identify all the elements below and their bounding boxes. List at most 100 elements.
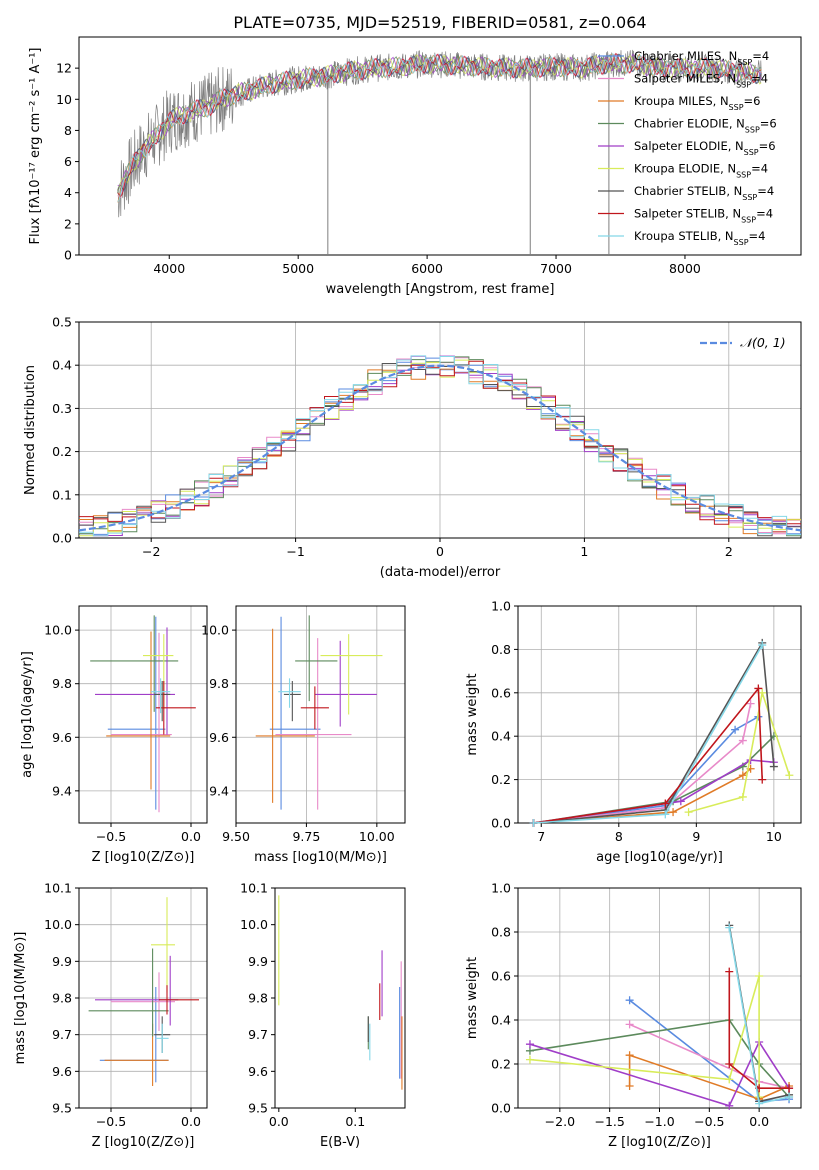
data-point-marker	[661, 810, 670, 819]
x-tick-label: −2	[142, 544, 160, 559]
data-point-marker	[529, 819, 538, 827]
plot-frame	[78, 887, 208, 1109]
y-tick-label: 0.4	[491, 1013, 511, 1028]
data-point-marker	[625, 1020, 634, 1029]
plot-frame	[517, 887, 802, 1109]
y-axis-label: Flux [fλ10⁻¹⁷ erg cm⁻² s⁻¹ A⁻¹]	[28, 48, 43, 245]
x-axis-label: (data-model)/error	[380, 565, 501, 580]
mass-vs-z-panel: −0.5 0.0 9.5 9.6 9.7 9.8 9.9 10.0 10.1 Z [log10(Z…	[13, 881, 208, 1150]
y-tick-label: 9.4	[209, 783, 229, 798]
age-vs-mass-panel: 9.50 9.75 10.00 9.4 9.6 9.8 10.0 mass [log10(M/…	[201, 605, 406, 865]
y-tick-label: 12	[56, 61, 72, 76]
x-axis-label: wavelength [Angstrom, rest frame]	[326, 282, 555, 297]
data-point-marker	[525, 1040, 534, 1049]
figure-title: PLATE=0735, MJD=52519, FIBERID=0581, z=0…	[233, 13, 646, 32]
data-point-marker	[738, 792, 747, 801]
x-axis-label: E(B-V)	[320, 1135, 360, 1150]
y-tick-label: 0.8	[491, 642, 511, 657]
x-axis-label: age [log10(age/yr)]	[596, 850, 723, 865]
plot-frame	[78, 321, 802, 539]
y-tick-label: 0.4	[52, 358, 72, 373]
y-tick-label: 0.2	[52, 444, 72, 459]
y-tick-label: 0.1	[52, 487, 72, 502]
mass-weight-line	[533, 703, 752, 824]
residual-histogram	[79, 360, 801, 533]
y-tick-label: 9.8	[209, 676, 229, 691]
mass-weight-vs-age-panel: 7 8 9 10 0.0 0.2 0.4 0.6 0.8 1.0 age [log10(age/yr…	[465, 599, 802, 865]
y-tick-label: 10	[56, 92, 72, 107]
y-tick-label: 1.0	[491, 881, 511, 896]
mass-weight-line	[533, 768, 752, 824]
data-point-marker	[758, 688, 767, 697]
x-tick-label: −0.5	[694, 1114, 724, 1129]
y-tick-label: 9.5	[248, 1101, 268, 1116]
y-tick-label: 2	[64, 216, 72, 231]
data-point-marker	[725, 1075, 734, 1084]
y-axis-label: age [log10(age/yr)]	[20, 651, 35, 778]
data-point-marker	[755, 1099, 764, 1108]
y-tick-label: 0.0	[52, 531, 72, 546]
y-tick-label: 0.2	[491, 1057, 511, 1072]
y-axis-label: mass [log10(M/M⊙)]	[13, 932, 28, 1065]
data-point-marker	[625, 996, 634, 1005]
legend-label: Kroupa ELODIE, NSSP=4	[634, 162, 768, 180]
mass-weight-line	[533, 644, 763, 824]
data-point-marker	[725, 1060, 734, 1068]
y-tick-label: 0.6	[491, 685, 511, 700]
x-tick-label: −0.5	[96, 1114, 126, 1129]
y-tick-label: 0.6	[491, 969, 511, 984]
data-point-marker	[738, 736, 747, 745]
legend-label: Kroupa MILES, NSSP=6	[634, 94, 760, 112]
x-tick-label: −1.0	[644, 1114, 674, 1129]
data-point-marker	[755, 972, 764, 980]
mass-weight-line	[728, 971, 789, 1089]
plot-frame	[235, 605, 406, 824]
x-tick-label: 7	[537, 829, 545, 844]
x-axis-label: mass [log10(M/M⊙)]	[254, 850, 387, 865]
data-point-marker	[769, 762, 778, 771]
y-tick-label: 9.6	[209, 730, 229, 745]
y-tick-label: 9.7	[248, 1027, 268, 1042]
y-tick-label: 0.0	[491, 816, 511, 831]
model-spectrum-line	[117, 52, 762, 198]
x-tick-label: 9.50	[222, 829, 250, 844]
x-tick-label: 9	[692, 829, 700, 844]
y-tick-label: 9.9	[52, 954, 72, 969]
observed-spectrum-line	[117, 49, 763, 218]
y-tick-label: 10.0	[240, 917, 268, 932]
x-tick-label: 9.75	[292, 829, 320, 844]
age-vs-z-panel: −0.5 0.0 9.4 9.6 9.8 10.0 Z [log10(Z/Z⊙)] age […	[20, 605, 208, 865]
x-tick-label: 8000	[669, 261, 701, 276]
mass-weight-line	[529, 1040, 790, 1107]
x-axis-label: Z [log10(Z/Z⊙)]	[92, 850, 195, 865]
y-tick-label: 9.6	[52, 1064, 72, 1079]
legend-label: Chabrier ELODIE, NSSP=6	[634, 117, 777, 135]
x-tick-label: −1	[286, 544, 304, 559]
y-axis-label: Normed distribution	[23, 365, 38, 495]
data-point-marker	[625, 1082, 634, 1090]
y-tick-label: 0.0	[491, 1101, 511, 1116]
x-tick-label: 5000	[282, 261, 314, 276]
mass-weight-line	[533, 640, 775, 824]
x-tick-label: 6000	[411, 261, 443, 276]
model-spectrum-line	[117, 53, 762, 199]
legend-label: Kroupa STELIB, NSSP=4	[634, 229, 765, 247]
residual-histogram	[79, 355, 801, 537]
data-point-marker	[725, 1101, 734, 1110]
y-tick-label: 9.9	[248, 954, 268, 969]
y-tick-label: 9.5	[52, 1101, 72, 1116]
mass-weight-line	[688, 692, 791, 813]
y-tick-label: 0.5	[52, 315, 72, 330]
legend-label: Chabrier MILES, NSSP=4	[634, 49, 769, 67]
legend-label: Salpeter ELODIE, NSSP=6	[634, 139, 776, 157]
y-tick-label: 9.8	[248, 991, 268, 1006]
data-point-marker	[676, 797, 685, 806]
y-tick-label: 9.7	[52, 1027, 72, 1042]
y-tick-label: 0.8	[491, 925, 511, 940]
plot-frame	[274, 887, 406, 1109]
model-spectrum-line	[117, 53, 762, 193]
y-axis-label: mass weight	[465, 957, 480, 1039]
plot-frame	[78, 605, 208, 824]
model-spectrum-line	[117, 53, 762, 191]
mass-weight-line	[529, 1019, 790, 1098]
